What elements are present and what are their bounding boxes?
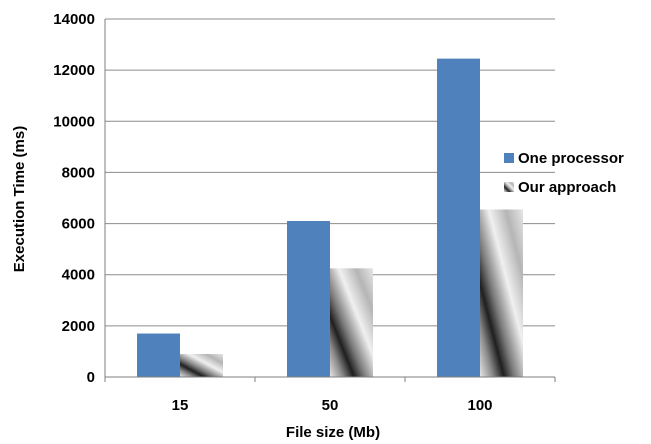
y-tick-label: 6000 xyxy=(62,216,95,233)
x-tick-label: 15 xyxy=(172,397,189,414)
y-tick-label: 2000 xyxy=(62,318,95,335)
x-tick-label: 50 xyxy=(322,397,339,414)
legend-label-our-approach: Our approach xyxy=(518,179,616,196)
legend-label-one-processor: One processor xyxy=(518,150,624,167)
legend-swatch-our-approach xyxy=(504,182,514,192)
legend-swatch-one-processor xyxy=(504,153,514,163)
y-tick-label: 10000 xyxy=(53,113,95,130)
y-axis-title: Execution Time (ms) xyxy=(11,126,28,272)
bar-one-processor-15 xyxy=(137,333,180,377)
y-tick-labels: 0 2000 4000 6000 8000 10000 12000 14000 xyxy=(53,11,95,386)
y-tick-label: 12000 xyxy=(53,62,95,79)
axes xyxy=(104,19,556,382)
x-axis-title: File size (Mb) xyxy=(286,424,380,441)
bar-our-approach-15 xyxy=(180,353,223,377)
legend: One processor Our approach xyxy=(504,150,624,196)
bar-one-processor-100 xyxy=(437,58,480,378)
bars xyxy=(137,58,523,378)
y-tick-label: 14000 xyxy=(53,11,95,28)
x-tick-labels: 15 50 100 xyxy=(172,397,493,414)
bar-one-processor-50 xyxy=(287,221,330,377)
bar-our-approach-100 xyxy=(480,209,523,377)
bar-our-approach-50 xyxy=(330,268,373,377)
y-tick-label: 8000 xyxy=(62,164,95,181)
y-tick-label: 0 xyxy=(87,369,95,386)
x-tick-label: 100 xyxy=(467,397,492,414)
y-tick-label: 4000 xyxy=(62,267,95,284)
